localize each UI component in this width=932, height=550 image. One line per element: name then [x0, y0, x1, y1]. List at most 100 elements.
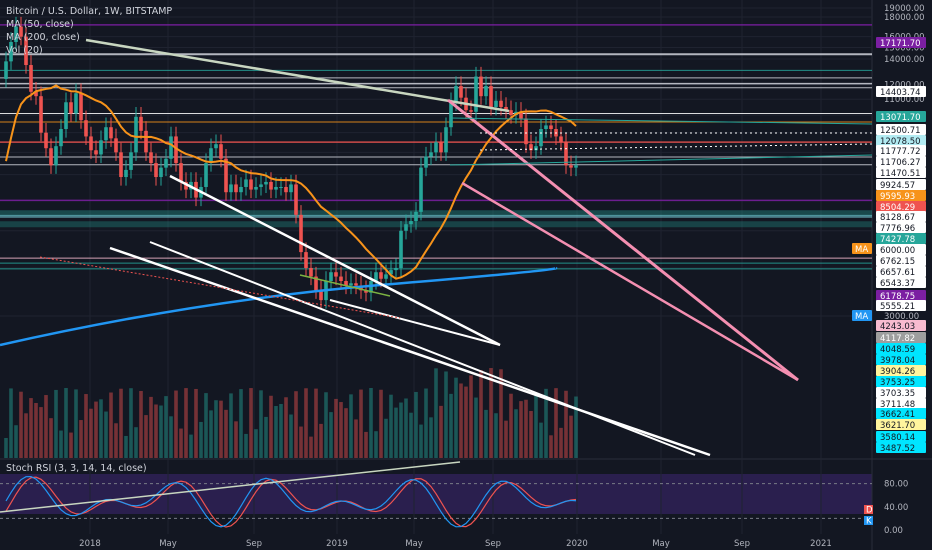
price-badge-label: 3621.70 [880, 421, 915, 431]
price-badge-label: 4243.03 [880, 322, 915, 332]
candle-body [374, 272, 378, 282]
candle-body [489, 86, 493, 107]
volume-bar [54, 389, 58, 458]
price-badge [876, 111, 926, 122]
volume-bar [209, 410, 213, 458]
ma200-legend[interactable]: MA (200, close) [6, 32, 80, 43]
candle-body [69, 102, 73, 114]
volume-bar [94, 401, 98, 458]
candle-body [219, 144, 223, 159]
volume-bar [259, 390, 263, 458]
volume-bar [274, 406, 278, 458]
x-tick-label: Sep [485, 539, 501, 549]
chart-legend: Bitcoin / U.S. Dollar, 1W, BITSTAMP MA (… [6, 5, 172, 57]
rsi-badge-label: D [866, 506, 873, 516]
volume-legend[interactable]: Vol (20) [6, 45, 43, 56]
x-tick-label: May [159, 539, 177, 549]
volume-bar [349, 394, 353, 458]
y-tick-label: 18000.00 [884, 13, 925, 23]
volume-bar [219, 400, 223, 458]
price-badge [876, 320, 926, 331]
price-badge-label: 3487.52 [880, 444, 915, 454]
candle-body [304, 252, 308, 268]
price-badge [876, 135, 926, 146]
price-badge-label: 3978.04 [880, 356, 915, 366]
price-badge [876, 398, 926, 409]
volume-bar [454, 377, 458, 458]
volume-bar [309, 436, 313, 458]
price-badge-label: 6178.75 [880, 292, 915, 302]
price-badge [876, 376, 926, 387]
price-badge-label: 13071.70 [880, 113, 921, 123]
candle-body [149, 152, 153, 164]
price-badge-label: 7776.96 [880, 224, 915, 234]
volume-bar [14, 425, 18, 458]
downtrend-line-top [85, 38, 510, 113]
volume-bar [284, 397, 288, 458]
candle-body [229, 184, 233, 193]
price-badge-label: 11777.72 [880, 147, 921, 157]
candle-body [339, 276, 343, 282]
volume-bar [159, 405, 163, 458]
price-badge [876, 431, 926, 442]
volume-bar [339, 402, 343, 458]
volume-bar [314, 388, 318, 458]
price-badge [876, 343, 926, 354]
stoch-rsi-legend[interactable]: Stoch RSI (3, 3, 14, 14, close) [6, 463, 147, 474]
volume-bar [404, 398, 408, 458]
candle-body [99, 140, 103, 155]
price-badge-label: 17171.70 [880, 39, 921, 49]
candle-body [119, 152, 123, 178]
volume-bar [184, 388, 188, 458]
ma50-legend[interactable]: MA (50, close) [6, 19, 74, 30]
rsi-badge [864, 516, 873, 525]
candle-body [134, 116, 138, 153]
volume-bar [359, 389, 363, 458]
price-badge [876, 290, 926, 301]
volume-bar [414, 391, 418, 458]
candle-body [234, 184, 238, 193]
volume-bar [429, 417, 433, 458]
volume-bar [139, 390, 143, 458]
candle-body [424, 156, 428, 168]
volume-bar [114, 423, 118, 458]
volume-bar [564, 390, 568, 458]
candle-body [4, 61, 8, 79]
volume-bar [179, 428, 183, 458]
candle-body [479, 76, 483, 97]
candle-body [544, 125, 548, 130]
price-badge [876, 277, 926, 288]
candle-body [314, 276, 318, 291]
volume-bar [379, 389, 383, 458]
volume-bar [319, 423, 323, 458]
volume-bar [224, 409, 228, 458]
candle-body [569, 165, 573, 168]
candle-body [19, 26, 23, 37]
price-badge [876, 300, 926, 311]
x-tick-label: May [652, 539, 670, 549]
volume-bar [304, 388, 308, 458]
candle-body [284, 186, 288, 193]
candle-body [279, 186, 283, 188]
candle-body [14, 26, 18, 42]
volume-bar [569, 415, 573, 458]
volume-bar [39, 407, 43, 458]
candle-body [169, 136, 173, 159]
price-badge [876, 442, 926, 453]
price-badge-label: 6657.61 [880, 268, 915, 278]
volume-bar [419, 424, 423, 458]
volume-bar [149, 396, 153, 458]
volume-bar [549, 435, 553, 458]
price-badge [876, 211, 926, 222]
candle-body [114, 138, 118, 153]
volume-bar [84, 394, 88, 458]
volume-bar [384, 418, 388, 458]
price-badge-label: 4048.59 [880, 345, 915, 355]
candle-body [214, 144, 218, 149]
candle-body [94, 150, 98, 155]
candle-body [344, 281, 348, 286]
symbol-title[interactable]: Bitcoin / U.S. Dollar, 1W, BITSTAMP [6, 6, 173, 17]
price-badge [876, 266, 926, 277]
price-badge [876, 233, 926, 244]
